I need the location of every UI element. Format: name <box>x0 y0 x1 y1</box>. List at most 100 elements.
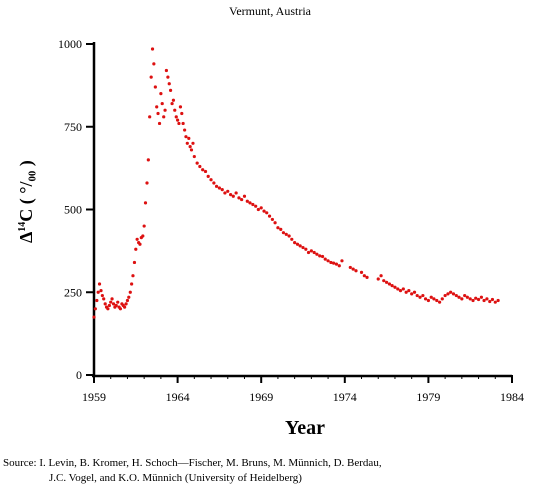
y-tick-label: 0 <box>76 368 82 382</box>
data-point <box>102 297 106 301</box>
data-point <box>166 75 170 79</box>
data-point <box>446 292 450 296</box>
data-point <box>267 214 272 218</box>
x-tick-label: 1984 <box>500 390 524 404</box>
data-point <box>231 194 235 198</box>
data-point <box>248 201 252 205</box>
data-point <box>418 295 422 299</box>
data-point <box>201 168 205 172</box>
data-point <box>242 194 247 198</box>
data-point <box>128 290 132 294</box>
data-point <box>187 136 191 140</box>
data-point <box>468 297 472 301</box>
data-point <box>191 141 195 145</box>
data-point <box>340 259 344 263</box>
y-tick-label: 1000 <box>58 37 82 51</box>
x-tick-label: 1959 <box>82 390 106 404</box>
source-note: Source: I. Levin, B. Kromer, H. Schoch—F… <box>3 456 538 486</box>
data-point <box>99 289 103 293</box>
x-tick-label: 1974 <box>333 390 357 404</box>
data-point <box>171 98 176 102</box>
axes <box>92 42 512 378</box>
source-line-1: Source: I. Levin, B. Kromer, H. Schoch—F… <box>3 457 382 469</box>
data-point <box>155 105 159 109</box>
data-point <box>315 252 319 256</box>
data-point <box>390 284 394 288</box>
data-point <box>206 174 210 178</box>
data-point <box>488 299 492 304</box>
data-point <box>287 234 291 238</box>
data-point <box>181 121 185 126</box>
data-point <box>96 290 100 294</box>
data-point <box>240 197 244 202</box>
data-point <box>326 259 330 263</box>
data-point <box>293 241 297 245</box>
data-point <box>309 249 313 253</box>
data-point <box>100 293 104 298</box>
data-point <box>270 217 274 222</box>
data-point <box>107 303 111 308</box>
data-point <box>188 145 192 149</box>
data-point <box>114 303 118 308</box>
data-point <box>306 250 311 255</box>
data-point <box>387 282 392 286</box>
data-point <box>220 188 224 192</box>
data-point <box>407 289 411 293</box>
data-point <box>177 121 181 126</box>
y-label-unit: ( °/₀₀ ) <box>16 160 36 205</box>
data-point <box>131 274 135 278</box>
data-point <box>382 279 386 283</box>
data-point <box>167 82 171 86</box>
data-point <box>273 221 277 225</box>
tick-group: 1959 1964 1969 1974 1979 1984 0 250 500 750 1000 <box>58 37 524 404</box>
data-point <box>157 121 162 126</box>
data-point <box>496 298 500 303</box>
data-point <box>410 292 414 296</box>
data-point <box>174 115 178 119</box>
x-axis-label: Year <box>285 417 325 439</box>
data-point <box>329 260 333 265</box>
data-point <box>92 315 96 319</box>
data-point <box>457 295 461 299</box>
data-point <box>143 201 148 205</box>
data-point <box>145 181 149 185</box>
data-point <box>234 191 238 195</box>
data-point <box>124 302 128 306</box>
data-point <box>195 161 199 165</box>
data-point <box>149 75 153 79</box>
data-point <box>156 111 160 116</box>
data-point <box>110 297 114 301</box>
data-point <box>454 293 458 298</box>
data-point <box>256 207 260 212</box>
data-point <box>150 47 155 51</box>
data-point <box>103 302 107 306</box>
data-point <box>365 275 369 279</box>
data-point <box>493 300 497 304</box>
data-point <box>295 242 300 246</box>
data-point <box>301 245 305 250</box>
data-point <box>184 135 188 139</box>
data-point <box>337 264 341 268</box>
data-point <box>485 297 489 301</box>
data-point <box>212 181 216 185</box>
data-point <box>262 209 266 213</box>
data-point <box>217 186 221 190</box>
data-point <box>479 295 483 299</box>
data-point <box>109 300 113 304</box>
data-point <box>284 232 288 236</box>
data-point <box>332 261 336 265</box>
data-point <box>460 297 464 301</box>
data-point <box>393 285 397 289</box>
data-point <box>130 282 134 286</box>
data-point <box>259 206 263 210</box>
data-point <box>168 88 173 92</box>
data-point <box>334 262 339 266</box>
data-point <box>178 105 183 109</box>
data-point <box>465 295 469 299</box>
data-point <box>376 277 380 281</box>
data-point <box>415 293 419 298</box>
x-tick-label: 1979 <box>416 390 440 404</box>
y-label-sup: 14 <box>17 221 28 232</box>
data-point <box>426 298 430 303</box>
data-point <box>123 305 127 309</box>
